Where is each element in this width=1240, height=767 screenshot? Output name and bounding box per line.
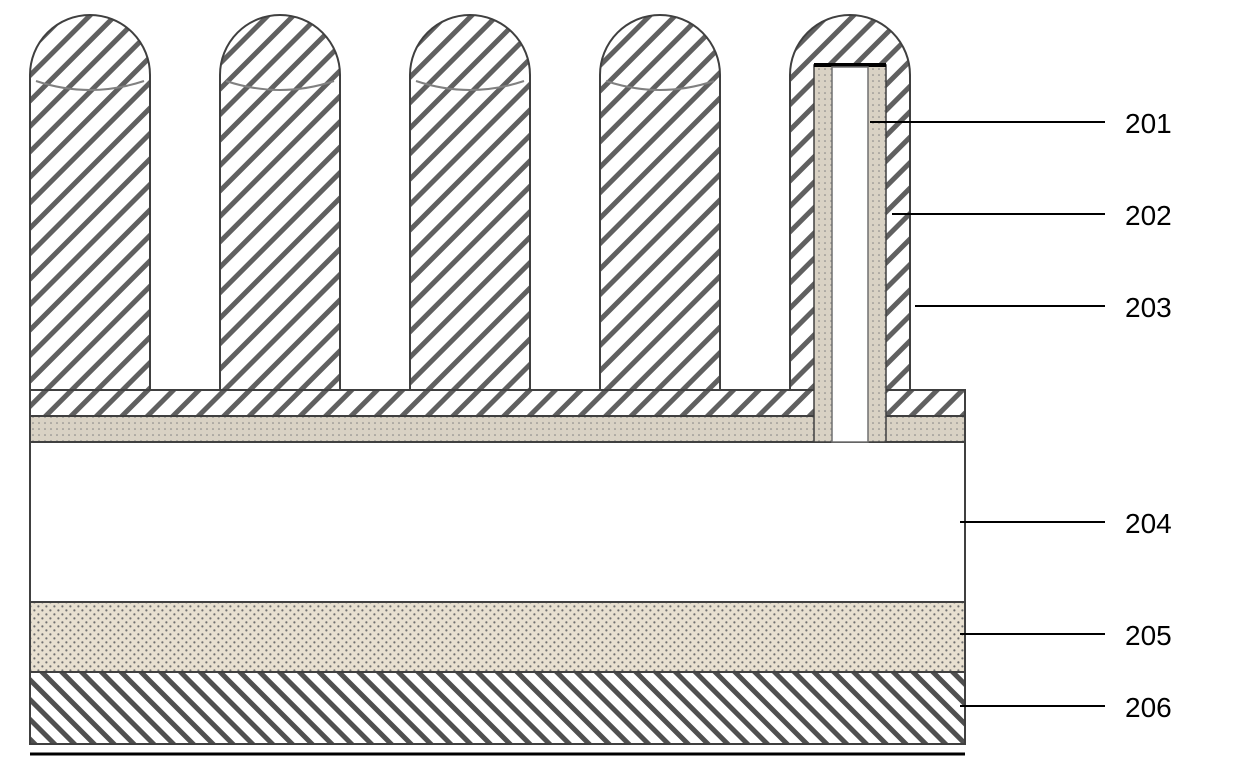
layer-structure-diagram <box>0 0 1240 767</box>
label-205: 205 <box>1125 620 1172 652</box>
label-201: 201 <box>1125 108 1172 140</box>
label-202: 202 <box>1125 200 1172 232</box>
label-203: 203 <box>1125 292 1172 324</box>
label-204: 204 <box>1125 508 1172 540</box>
label-206: 206 <box>1125 692 1172 724</box>
